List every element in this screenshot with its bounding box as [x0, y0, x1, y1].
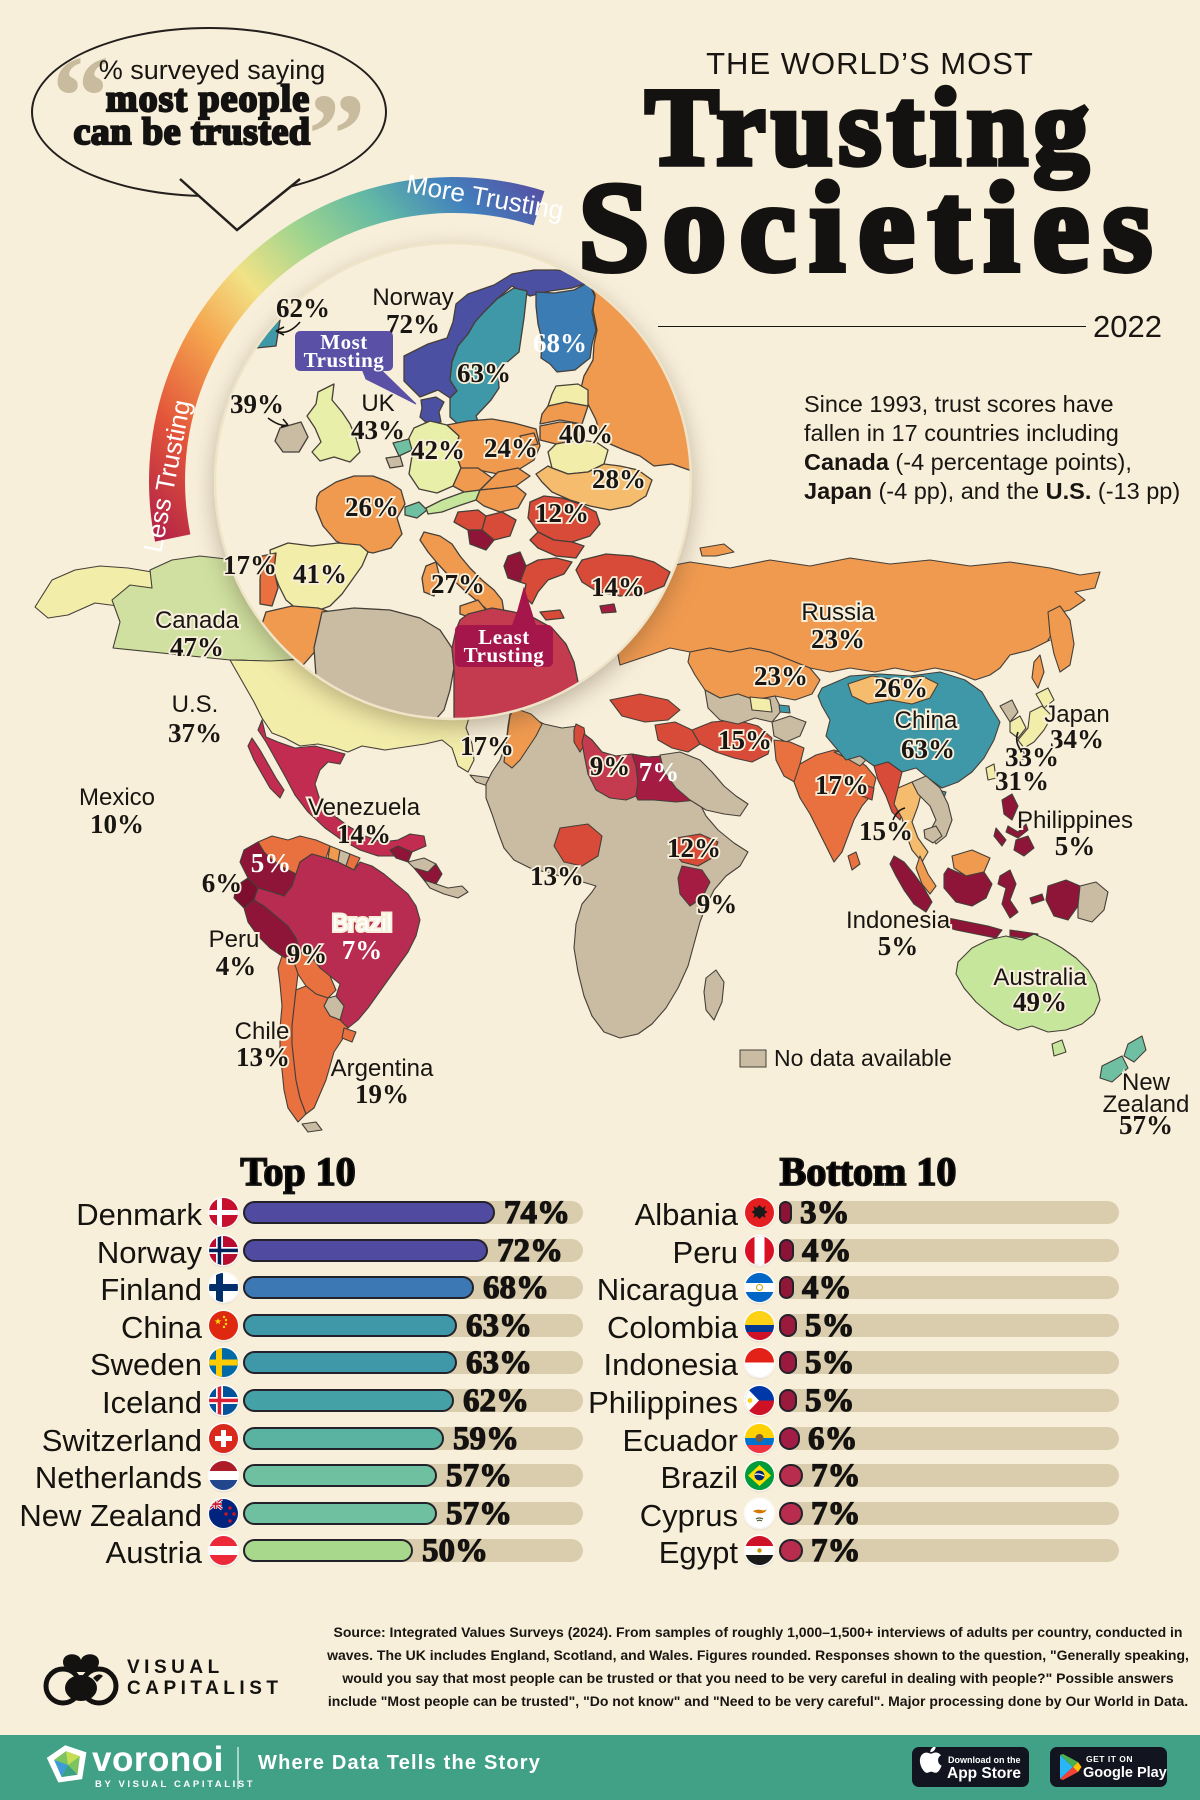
svg-text:10%: 10% — [90, 809, 144, 839]
svg-text:More Trusting: More Trusting — [404, 168, 566, 225]
svg-text:Trusting: Trusting — [304, 348, 385, 372]
svg-text:Peru: Peru — [209, 926, 260, 953]
svg-text:13%: 13% — [236, 1042, 290, 1072]
svg-text:33%: 33% — [1005, 742, 1059, 772]
svg-text:26%: 26% — [345, 492, 399, 522]
svg-text:23%: 23% — [754, 661, 808, 691]
svg-text:Russia: Russia — [801, 599, 875, 626]
svg-text:4%: 4% — [216, 951, 257, 981]
svg-text:Argentina: Argentina — [331, 1055, 434, 1082]
svg-text:49%: 49% — [1013, 987, 1067, 1017]
svg-text:Philippines: Philippines — [1017, 807, 1133, 834]
svg-text:34%: 34% — [1050, 724, 1104, 754]
svg-text:Download on the: Download on the — [948, 1755, 1021, 1765]
svg-text:41%: 41% — [293, 559, 347, 589]
svg-text:Venezuela: Venezuela — [308, 794, 421, 821]
svg-text:5%: 5% — [878, 931, 919, 961]
svg-text:19%: 19% — [355, 1079, 409, 1109]
svg-text:14%: 14% — [591, 572, 645, 602]
svg-text:15%: 15% — [859, 816, 913, 846]
svg-text:5%: 5% — [1055, 831, 1096, 861]
svg-text:14%: 14% — [337, 819, 391, 849]
svg-text:15%: 15% — [718, 725, 772, 755]
svg-text:12%: 12% — [535, 498, 589, 528]
svg-text:24%: 24% — [484, 433, 538, 463]
svg-text:13%: 13% — [530, 861, 584, 891]
svg-text:62%: 62% — [276, 293, 330, 323]
svg-text:China: China — [895, 707, 958, 734]
svg-text:63%: 63% — [901, 734, 955, 764]
svg-text:Least: Least — [478, 625, 530, 649]
svg-text:26%: 26% — [874, 673, 928, 703]
svg-text:68%: 68% — [533, 328, 587, 358]
svg-text:App Store: App Store — [947, 1765, 1021, 1782]
svg-text:Most: Most — [320, 330, 368, 354]
svg-text:63%: 63% — [457, 358, 511, 388]
svg-text:Mexico: Mexico — [79, 784, 155, 811]
svg-text:17%: 17% — [223, 550, 277, 580]
svg-text:U.S.: U.S. — [172, 691, 219, 718]
svg-text:Brazil: Brazil — [332, 910, 392, 937]
svg-text:6%: 6% — [202, 868, 243, 898]
svg-text:47%: 47% — [170, 632, 224, 662]
svg-text:39%: 39% — [230, 389, 284, 419]
svg-text:9%: 9% — [287, 939, 328, 969]
svg-text:9%: 9% — [590, 751, 631, 781]
svg-text:Norway: Norway — [372, 284, 453, 311]
svg-text:Google Play: Google Play — [1083, 1765, 1167, 1781]
svg-text:5%: 5% — [251, 848, 292, 878]
svg-text:17%: 17% — [460, 731, 514, 761]
svg-text:UK: UK — [361, 390, 394, 417]
svg-text:No data available: No data available — [774, 1045, 952, 1071]
svg-text:57%: 57% — [1119, 1110, 1173, 1140]
svg-text:23%: 23% — [811, 624, 865, 654]
svg-text:Canada: Canada — [155, 607, 240, 634]
svg-text:27%: 27% — [431, 569, 485, 599]
svg-text:Japan: Japan — [1044, 701, 1109, 728]
svg-text:72%: 72% — [386, 309, 440, 339]
svg-text:Trusting: Trusting — [464, 643, 545, 667]
svg-text:43%: 43% — [351, 415, 405, 445]
svg-text:7%: 7% — [639, 757, 680, 787]
svg-text:Australia: Australia — [993, 964, 1087, 991]
svg-text:31%: 31% — [995, 766, 1049, 796]
svg-text:9%: 9% — [697, 889, 738, 919]
svg-text:40%: 40% — [559, 419, 613, 449]
svg-text:12%: 12% — [667, 833, 721, 863]
svg-text:7%: 7% — [342, 935, 383, 965]
svg-text:28%: 28% — [592, 464, 646, 494]
svg-text:17%: 17% — [815, 770, 869, 800]
svg-text:Zealand: Zealand — [1103, 1091, 1190, 1118]
svg-text:New: New — [1122, 1069, 1171, 1096]
svg-text:37%: 37% — [168, 718, 222, 748]
svg-text:Indonesia: Indonesia — [846, 907, 951, 934]
svg-text:GET IT ON: GET IT ON — [1086, 1754, 1133, 1764]
svg-text:Chile: Chile — [235, 1018, 290, 1045]
svg-text:42%: 42% — [411, 435, 465, 465]
